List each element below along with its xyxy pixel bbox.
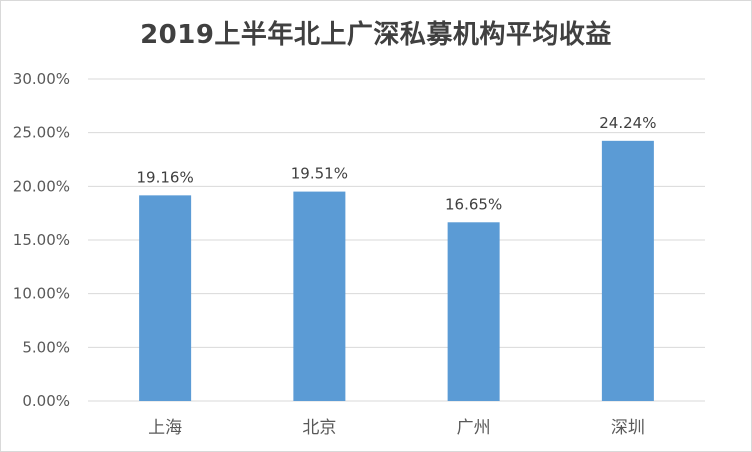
bar-1	[293, 191, 346, 401]
y-tick-label-0: 0.00%	[22, 392, 70, 410]
bar-3	[601, 140, 654, 401]
data-label-3: 24.24%	[599, 114, 656, 132]
y-tick-label-2: 10.00%	[13, 285, 70, 303]
chart-title: 2019上半年北上广深私募机构平均收益	[140, 20, 612, 50]
x-category-label-0: 上海	[148, 418, 182, 438]
y-tick-label-5: 25.00%	[13, 124, 70, 142]
data-label-2: 16.65%	[445, 195, 502, 213]
data-labels: 19.16% 19.51% 16.65% 24.24%	[137, 114, 657, 213]
y-tick-label-1: 5.00%	[22, 338, 70, 356]
y-axis-tick-labels: 0.00% 5.00% 10.00% 15.00% 20.00% 25.00% 30.00%	[13, 70, 70, 410]
bar-2	[447, 222, 500, 401]
data-label-0: 19.16%	[137, 168, 194, 186]
x-axis-category-labels: 上海 北京 广州 深圳	[148, 418, 645, 438]
x-category-label-1: 北京	[302, 418, 336, 438]
x-category-label-3: 深圳	[611, 418, 645, 438]
bar-0	[139, 195, 192, 401]
bars	[139, 140, 654, 401]
y-tick-label-4: 20.00%	[13, 177, 70, 195]
data-label-1: 19.51%	[291, 165, 348, 183]
x-category-label-2: 广州	[457, 418, 491, 438]
y-tick-label-6: 30.00%	[13, 70, 70, 88]
y-tick-label-3: 15.00%	[13, 231, 70, 249]
